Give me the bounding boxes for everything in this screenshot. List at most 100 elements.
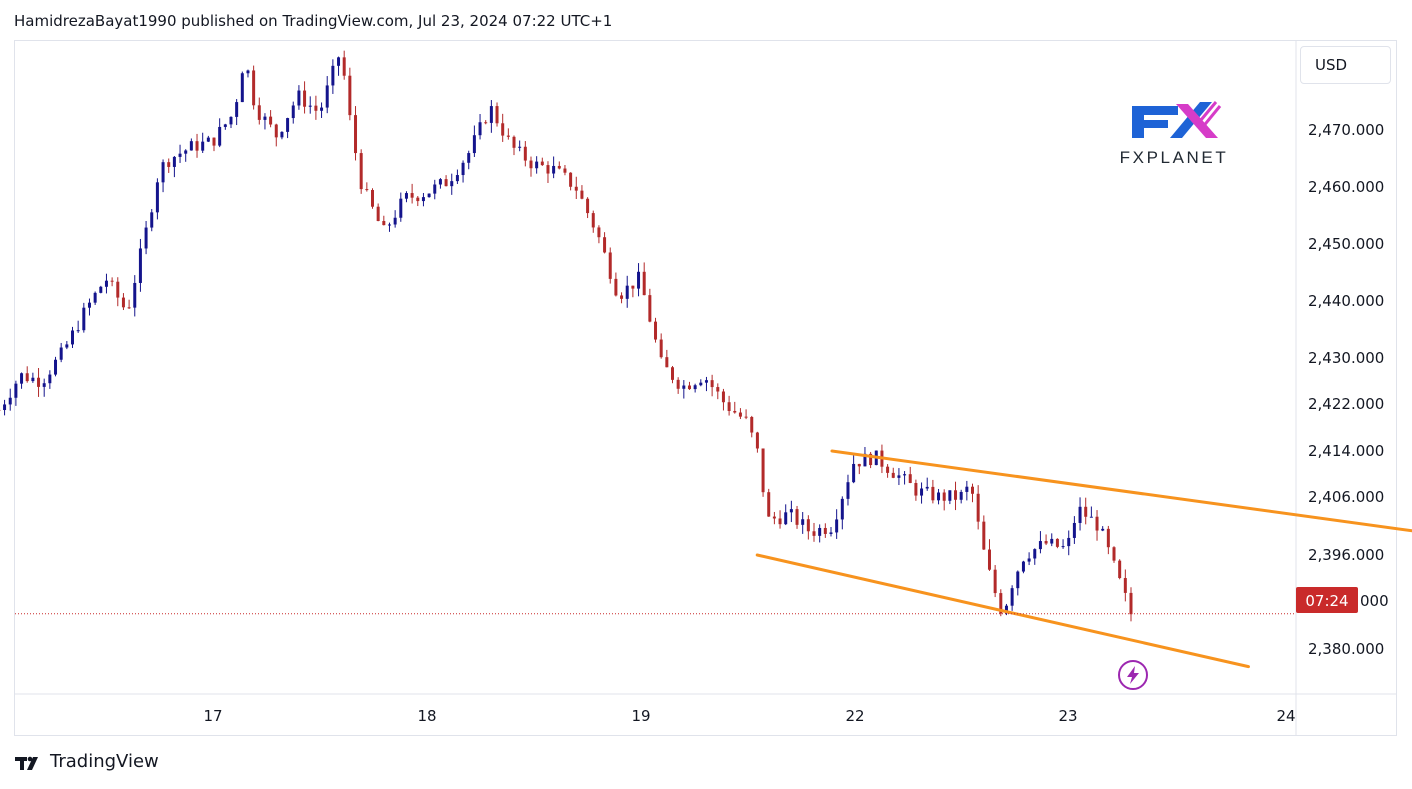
candle-bearish (654, 321, 658, 340)
candle-bearish (1084, 506, 1088, 517)
candle-bearish (370, 189, 374, 207)
candle-bullish (1004, 605, 1008, 614)
candle-bearish (529, 160, 533, 169)
publish-header: HamidrezaBayat1990 published on TradingV… (14, 12, 613, 30)
candle-bearish (269, 116, 273, 125)
candle-bearish (1095, 516, 1099, 531)
candle-bullish (897, 475, 901, 478)
candle-bullish (467, 153, 471, 163)
y-tick-label: 2,470.000 (1308, 121, 1384, 139)
candle-bearish (116, 281, 120, 298)
candle-bullish (852, 463, 856, 483)
candle-bullish (246, 70, 250, 74)
tradingview-footer[interactable]: TradingView (14, 751, 159, 772)
candle-bullish (42, 383, 46, 387)
candle-bullish (450, 181, 454, 187)
candle-bearish (1044, 541, 1048, 544)
price-countdown-badge: 07:24 000 (1296, 587, 1389, 613)
candle-bearish (557, 165, 561, 169)
candle-bullish (99, 286, 103, 293)
x-tick-label: 17 (203, 707, 222, 725)
candle-bullish (229, 116, 233, 125)
candle-bullish (48, 374, 52, 384)
candle-bullish (59, 347, 63, 360)
candle-bullish (455, 175, 459, 182)
candle-bearish (716, 387, 720, 392)
candle-bullish (903, 474, 907, 476)
candle-bearish (410, 193, 414, 198)
candle-bearish (546, 165, 550, 174)
candle-bearish (563, 168, 567, 173)
candle-bearish (37, 377, 41, 387)
candle-bearish (274, 124, 278, 138)
candle-bearish (908, 474, 912, 483)
currency-selector[interactable]: USD (1300, 46, 1391, 84)
channel-lower-line[interactable] (755, 553, 1250, 669)
candle-bullish (144, 227, 148, 249)
candle-bearish (795, 509, 799, 525)
candle-bearish (591, 213, 595, 228)
candle-bearish (665, 357, 669, 368)
candle-bearish (942, 492, 946, 501)
candle-bullish (1067, 537, 1071, 547)
candle-bearish (648, 295, 652, 322)
y-tick-label: 2,380.000 (1308, 640, 1384, 658)
candle-bearish (971, 486, 975, 494)
candle-bearish (257, 105, 261, 120)
candle-bullish (325, 85, 329, 108)
channel-upper-line[interactable] (830, 449, 1412, 533)
candle-bearish (195, 141, 199, 151)
price-badge-label: 07:24 (1305, 592, 1348, 610)
candle-bearish (750, 416, 754, 433)
candle-bearish (687, 385, 691, 390)
candle-bearish (721, 391, 725, 403)
candle-bullish (1027, 558, 1031, 562)
candle-bullish (863, 453, 867, 467)
candle-bullish (835, 519, 839, 533)
candle-bullish (801, 519, 805, 525)
candle-bullish (1016, 571, 1020, 589)
candle-bullish (263, 116, 267, 120)
y-tick-label: 2,422.000 (1308, 395, 1384, 413)
candle-bullish (65, 344, 69, 348)
lightning-alert-icon[interactable] (1118, 660, 1148, 690)
candle-bearish (25, 373, 29, 382)
candle-bearish (121, 297, 125, 308)
candle-bullish (1072, 522, 1076, 538)
candle-bullish (433, 184, 437, 194)
candle-bullish (920, 488, 924, 496)
candle-bearish (348, 75, 352, 116)
candle-bearish (812, 531, 816, 536)
candle-bullish (404, 193, 408, 199)
candle-bullish (8, 397, 12, 405)
candle-bullish (1078, 506, 1082, 523)
candle-bullish (178, 153, 182, 157)
candle-bearish (359, 153, 363, 190)
candle-bearish (512, 136, 516, 148)
candle-bullish (489, 106, 493, 123)
candle-bearish (806, 519, 810, 532)
x-tick-label: 22 (845, 707, 864, 725)
candle-bearish (354, 115, 358, 154)
time-axis: 17 18 19 22 23 24 (203, 707, 1295, 725)
candle-bullish (201, 141, 205, 151)
candle-bullish (235, 102, 239, 117)
candle-bearish (597, 227, 601, 238)
candle-bearish (484, 122, 488, 124)
candle-bullish (1010, 588, 1014, 606)
logo-f-mid (1132, 120, 1168, 128)
candle-bullish (82, 307, 86, 331)
candle-bullish (829, 532, 833, 534)
candle-bullish (387, 224, 391, 226)
candle-bullish (399, 198, 403, 218)
candle-bearish (738, 412, 742, 417)
candle-bearish (382, 221, 386, 226)
x-tick-label: 19 (631, 707, 650, 725)
candle-bullish (1061, 546, 1065, 548)
candle-bullish (1089, 516, 1093, 518)
candles-layer (0, 50, 1133, 622)
candle-bullish (1021, 561, 1025, 572)
candle-bearish (110, 280, 114, 282)
candle-bearish (167, 162, 171, 167)
